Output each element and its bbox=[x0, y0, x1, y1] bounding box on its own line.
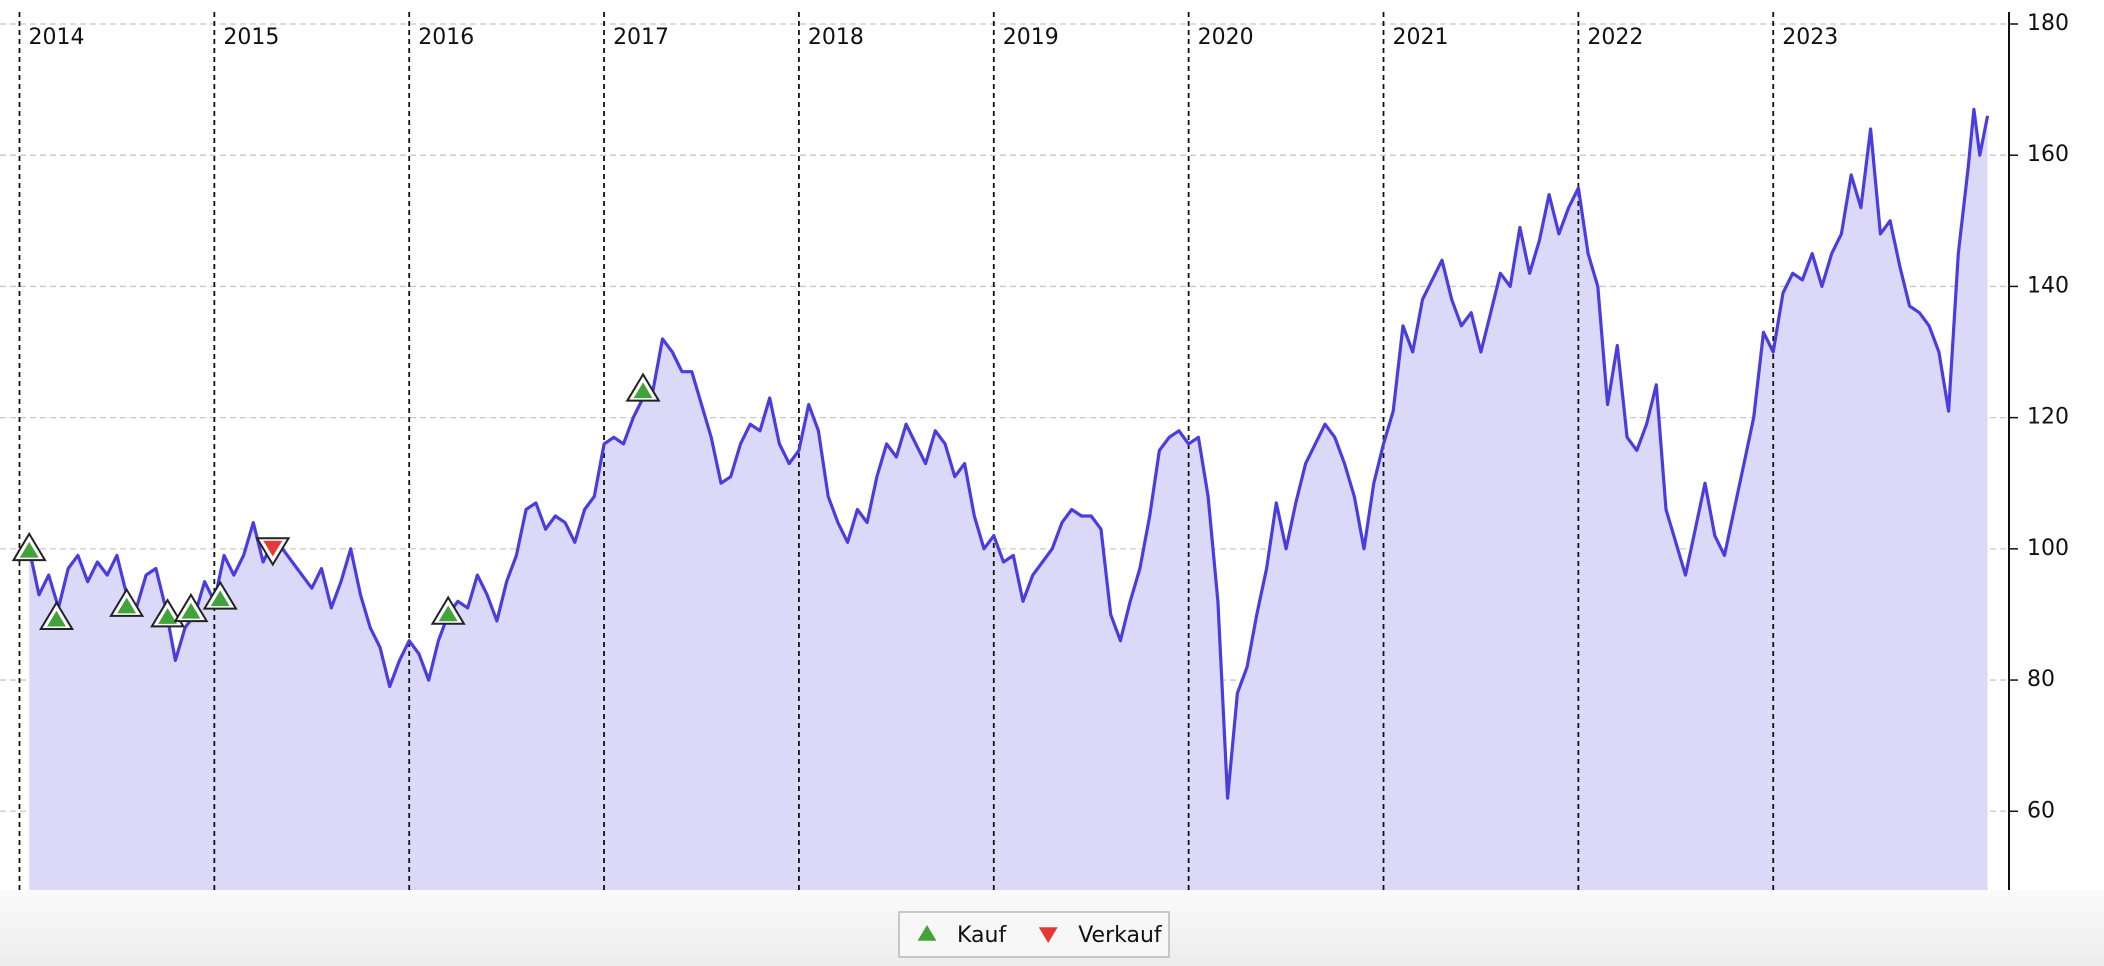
buy-marker bbox=[173, 592, 209, 623]
price-line bbox=[27, 107, 1990, 800]
marker-symbol bbox=[210, 590, 230, 607]
legend: Kauf Verkauf bbox=[898, 911, 1170, 958]
marker-symbol bbox=[633, 382, 653, 399]
x-tick-label: 2021 bbox=[1393, 25, 1449, 50]
y-tick-label: 140 bbox=[2027, 273, 2069, 298]
marker-symbol bbox=[438, 605, 458, 622]
y-tick-label: 180 bbox=[2027, 11, 2069, 36]
x-tick-label: 2016 bbox=[418, 25, 474, 50]
buy-marker bbox=[109, 587, 145, 617]
y-tick-label: 120 bbox=[2027, 405, 2069, 430]
marker-symbol bbox=[19, 541, 39, 558]
marker-symbol bbox=[181, 602, 201, 619]
buy-marker bbox=[11, 531, 47, 562]
buy-marker bbox=[202, 580, 238, 610]
x-tick-label: 2022 bbox=[1587, 25, 1643, 50]
buy-marker bbox=[430, 595, 466, 625]
buy-marker bbox=[625, 372, 661, 402]
x-tick-label: 2019 bbox=[1003, 25, 1059, 50]
buy-marker bbox=[38, 600, 75, 630]
marker-symbol bbox=[158, 608, 178, 624]
x-tick-label: 2017 bbox=[613, 25, 669, 50]
x-tick-label: 2020 bbox=[1198, 25, 1254, 50]
y-tick-label: 60 bbox=[2027, 798, 2055, 823]
y-tick-label: 80 bbox=[2027, 667, 2055, 692]
x-tick-label: 2018 bbox=[808, 25, 864, 50]
legend-label: Verkauf bbox=[1078, 923, 1163, 948]
x-tick-label: 2015 bbox=[223, 25, 279, 50]
y-tick-label: 160 bbox=[2027, 142, 2069, 167]
x-tick-label: 2014 bbox=[28, 25, 84, 50]
legend-label: Kauf bbox=[957, 923, 1007, 948]
y-tick-label: 100 bbox=[2027, 536, 2069, 561]
marker-symbol bbox=[117, 597, 137, 614]
area-fill bbox=[29, 109, 1988, 891]
legend-box bbox=[898, 911, 1170, 958]
sell-marker bbox=[255, 537, 291, 567]
x-tick-label: 2023 bbox=[1782, 25, 1838, 50]
legend-symbol bbox=[917, 925, 937, 941]
marker-symbol bbox=[47, 610, 66, 627]
legend-symbol bbox=[1038, 927, 1058, 943]
marker-symbol bbox=[263, 540, 283, 557]
